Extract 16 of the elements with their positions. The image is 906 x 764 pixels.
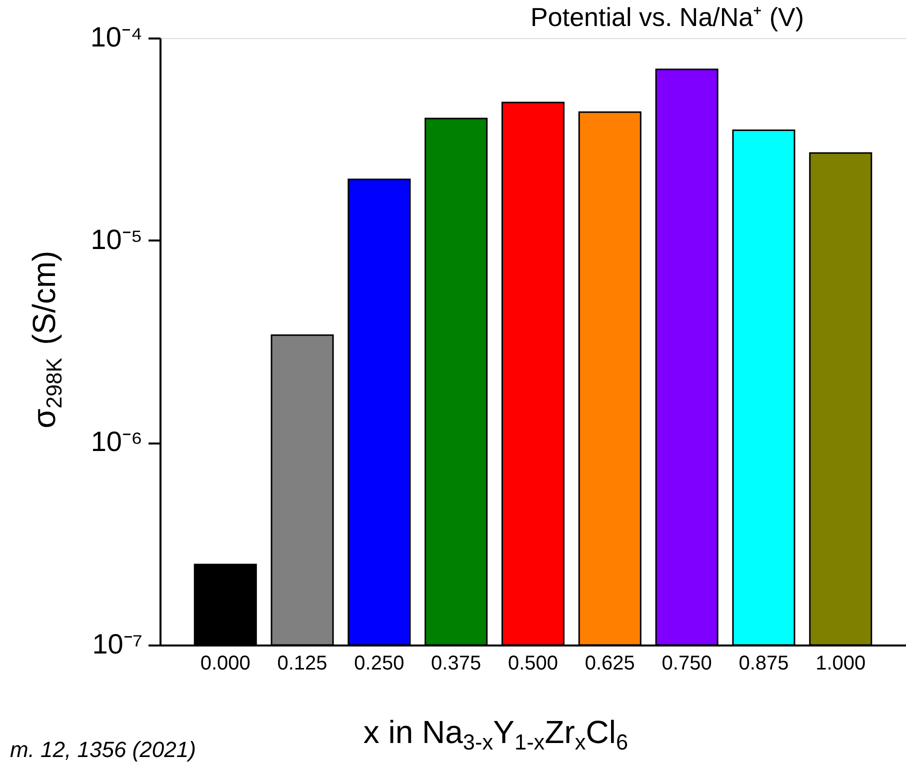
x-tick-label: 0.125 bbox=[277, 652, 328, 674]
x-tick-label: 0.875 bbox=[738, 652, 789, 674]
y-tick-label: 10⁻⁶ bbox=[90, 426, 142, 458]
x-tick-label: 0.500 bbox=[508, 652, 558, 674]
y-tick-label: 10⁻⁵ bbox=[90, 224, 142, 255]
x-tick-label: 0.000 bbox=[200, 652, 250, 674]
y-tick-label: 10⁻⁴ bbox=[90, 22, 142, 52]
x-tick-label: 0.625 bbox=[584, 652, 635, 674]
text: Potential vs. Na/Na⁺ (V) bbox=[530, 2, 804, 32]
text: m. 12, 1356 (2021) bbox=[10, 737, 196, 762]
x-tick-label: 1.000 bbox=[816, 652, 866, 674]
x-tick-label: 0.375 bbox=[431, 652, 482, 674]
x-tick-label: 0.250 bbox=[354, 652, 404, 674]
x-tick-label: 0.750 bbox=[662, 652, 712, 674]
y-axis-title: σ298K (S/cm) bbox=[26, 250, 67, 428]
y-tick-label: 10⁻⁷ bbox=[92, 628, 142, 660]
